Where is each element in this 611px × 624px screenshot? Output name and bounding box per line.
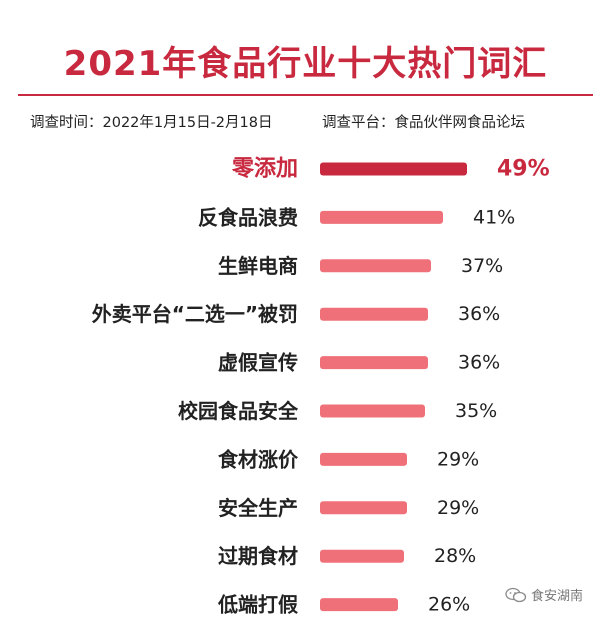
- bar: [320, 501, 407, 515]
- value-label: 36%: [458, 303, 500, 325]
- category-label: 生鲜电商: [218, 254, 298, 278]
- category-label: 虚假宣传: [218, 351, 298, 375]
- chart-title: 2021年食品行业十大热门词汇: [63, 44, 548, 84]
- bar: [320, 162, 467, 176]
- bar: [320, 356, 428, 370]
- bar: [320, 404, 425, 418]
- category-label: 过期食材: [218, 544, 298, 568]
- bar-chart: 零添加 49% 反食品浪费 41% 生鲜电商 37% 外卖平台“二选一”被罚 36% 虚假宣传 3…: [92, 157, 550, 616]
- bar: [320, 452, 407, 466]
- value-label: 36%: [458, 352, 500, 374]
- value-label: 49%: [497, 157, 550, 182]
- category-label: 校园食品安全: [178, 399, 299, 423]
- bar: [320, 307, 428, 321]
- category-label: 零添加: [231, 157, 298, 182]
- bar: [320, 210, 443, 224]
- category-label: 安全生产: [218, 496, 298, 520]
- value-label: 26%: [428, 594, 470, 615]
- watermark-text: 食安湖南: [531, 589, 584, 604]
- watermark: 食安湖南: [505, 585, 583, 604]
- bar: [320, 549, 404, 563]
- bar: [320, 598, 398, 612]
- category-label: 食材涨价: [218, 447, 299, 471]
- wechat-icon: [505, 587, 527, 603]
- value-label: 29%: [437, 497, 479, 519]
- value-label: 41%: [473, 206, 515, 228]
- category-label: 低端打假: [217, 593, 299, 615]
- value-label: 37%: [461, 255, 503, 277]
- value-label: 29%: [437, 448, 479, 470]
- category-label: 外卖平台“二选一”被罚: [92, 302, 298, 326]
- bar: [320, 259, 431, 273]
- category-label: 反食品浪费: [198, 205, 298, 229]
- survey-period: 调查时间：2022年1月15日-2月18日: [30, 115, 273, 131]
- survey-platform: 调查平台：食品伙伴网食品论坛: [322, 115, 525, 131]
- value-label: 35%: [455, 400, 497, 422]
- value-label: 28%: [434, 545, 476, 567]
- title-divider: [18, 94, 593, 96]
